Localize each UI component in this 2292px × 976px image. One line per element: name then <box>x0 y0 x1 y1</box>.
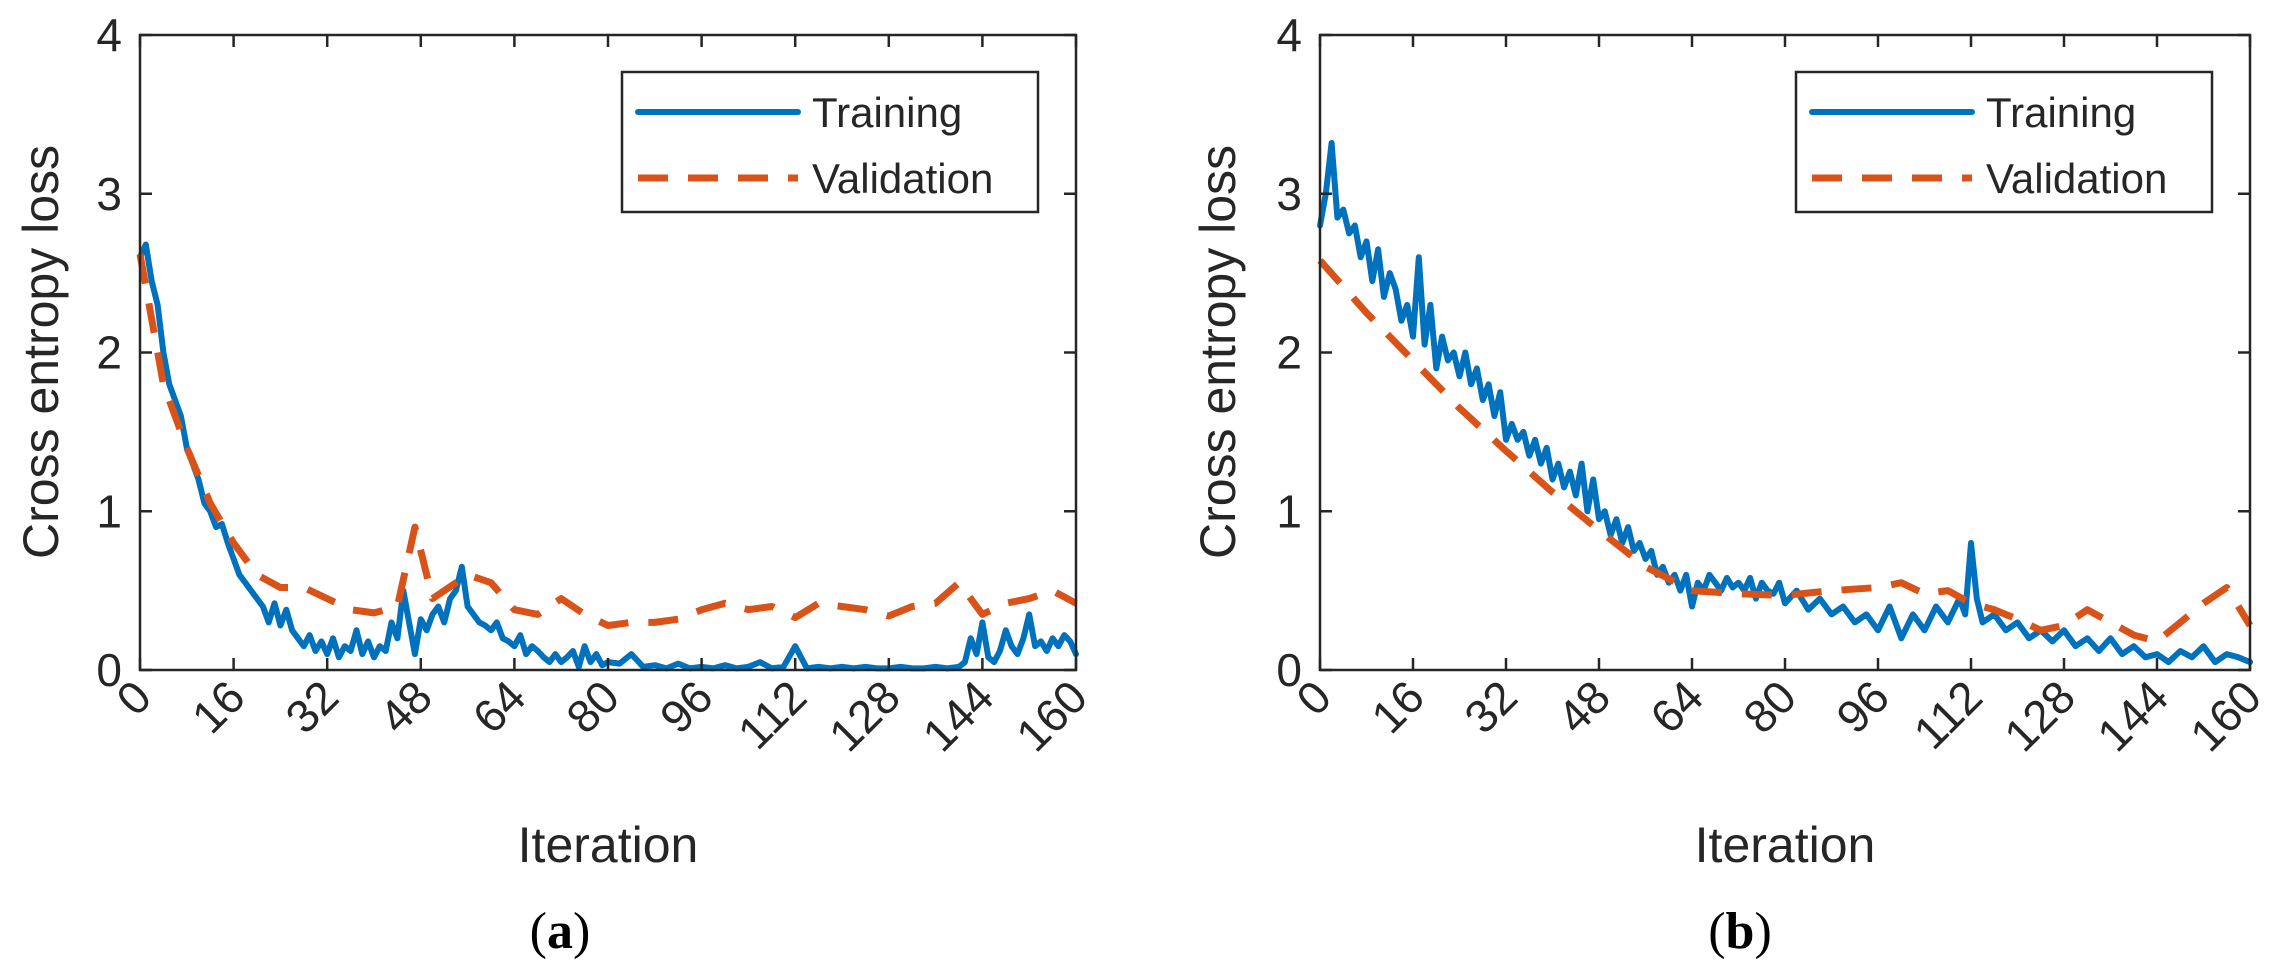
x-tick-label-b: 64 <box>1640 670 1713 743</box>
x-tick-label-b: 144 <box>2087 670 2178 761</box>
panel-label-a: (a) <box>530 903 591 960</box>
y-tick-label-a: 4 <box>96 9 122 61</box>
y-tick-label-b: 1 <box>1276 485 1302 537</box>
x-tick-label-a: 80 <box>556 670 629 743</box>
training-series-line-a <box>137 241 1079 672</box>
y-axis-title-b: Cross entropy loss <box>1190 145 1246 559</box>
x-tick-label-b: 16 <box>1361 670 1434 743</box>
legend-box-a <box>620 70 1040 214</box>
x-tick-label-b: 32 <box>1454 670 1527 743</box>
x-tick-label-a: 128 <box>819 670 910 761</box>
y-tick-label-b: 3 <box>1276 168 1302 220</box>
x-tick-label-b: 96 <box>1826 670 1899 743</box>
x-tick-label-b: 80 <box>1733 670 1806 743</box>
x-tick-label-a: 160 <box>1006 670 1097 761</box>
validation-series-line-b <box>1317 258 2253 645</box>
y-axis-title-a: Cross entropy loss <box>13 145 69 559</box>
x-tick-label-a: 144 <box>912 670 1003 761</box>
validation-series-line-a <box>136 253 1078 629</box>
x-tick-label-a: 112 <box>728 670 817 759</box>
x-tick-label-b: 112 <box>1903 670 1992 759</box>
y-tick-label-a: 2 <box>96 327 122 379</box>
y-tick-label-a: 0 <box>96 644 122 696</box>
x-tick-label-a: 96 <box>650 670 723 743</box>
y-tick-label-a: 1 <box>96 485 122 537</box>
legend-training-label-b: Training <box>1986 89 2136 136</box>
x-tick-label-a: 16 <box>182 670 255 743</box>
x-tick-label-b: 160 <box>2180 670 2271 761</box>
x-axis-title-b: Iteration <box>1695 817 1876 873</box>
legend-validation-label-b: Validation <box>1986 155 2167 202</box>
legend-validation-label-a: Validation <box>812 155 993 202</box>
y-tick-label-a: 3 <box>96 168 122 220</box>
panel-label-b: (b) <box>1708 903 1772 960</box>
y-tick-label-b: 2 <box>1276 327 1302 379</box>
plot-area-a <box>136 241 1079 672</box>
y-tick-label-b: 0 <box>1276 644 1302 696</box>
legend-box-b <box>1794 70 2214 214</box>
training-series-line-b <box>1317 140 2253 666</box>
x-tick-label-a: 64 <box>463 670 536 743</box>
x-tick-label-b: 128 <box>1994 670 2085 761</box>
x-tick-label-a: 48 <box>369 670 442 743</box>
x-tick-label-a: 32 <box>275 670 348 743</box>
y-tick-label-b: 4 <box>1276 9 1302 61</box>
legend-a: Training Validation <box>620 70 1040 214</box>
legend-training-label-a: Training <box>812 89 962 136</box>
plot-area-b <box>1317 140 2253 666</box>
x-tick-label-b: 48 <box>1547 670 1620 743</box>
x-axis-title-a: Iteration <box>518 817 699 873</box>
legend-b: Training Validation <box>1794 70 2214 214</box>
